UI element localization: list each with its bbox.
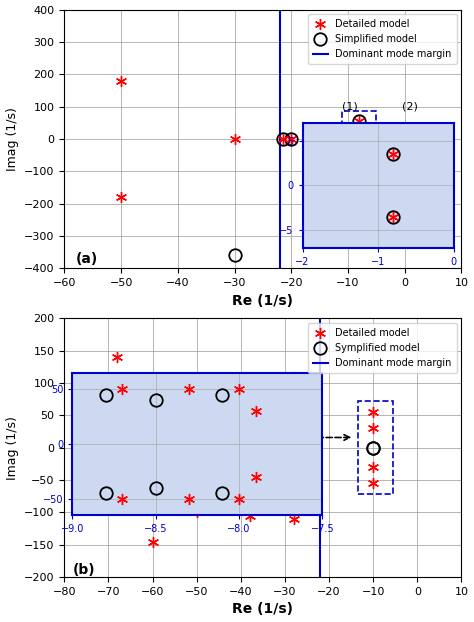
Bar: [358, 401, 393, 494]
Text: (2): (2): [402, 101, 418, 111]
Y-axis label: Imag (1/s): Imag (1/s): [6, 107, 18, 171]
Text: (1): (1): [342, 101, 358, 111]
Text: (b): (b): [73, 563, 96, 577]
Text: (a): (a): [76, 253, 98, 266]
Legend: Detailed model, Symplified model, Dominant mode margin: Detailed model, Symplified model, Domina…: [308, 323, 456, 373]
Y-axis label: Imag (1/s): Imag (1/s): [6, 416, 18, 480]
X-axis label: Re (1/s): Re (1/s): [232, 294, 293, 307]
Bar: [385, 128, 419, 151]
Legend: Detailed model, Simplified model, Dominant mode margin: Detailed model, Simplified model, Domina…: [308, 14, 456, 64]
X-axis label: Re (1/s): Re (1/s): [232, 603, 293, 616]
Bar: [342, 111, 376, 167]
